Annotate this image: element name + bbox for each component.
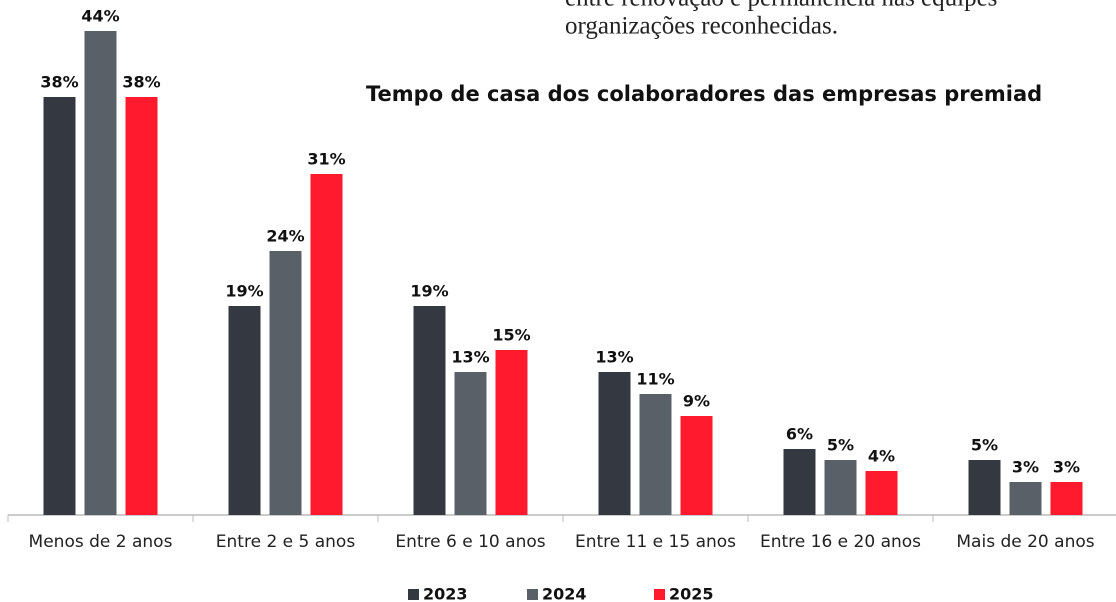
value-label: 24% bbox=[266, 227, 304, 246]
chart-title: Tempo de casa dos colaboradores das empr… bbox=[366, 82, 1042, 106]
legend-swatch bbox=[654, 589, 665, 600]
legend-swatch bbox=[408, 589, 419, 600]
x-tick-label: Entre 16 e 20 anos bbox=[760, 532, 921, 552]
value-label: 15% bbox=[492, 326, 530, 345]
x-tick-label: Entre 11 e 15 anos bbox=[575, 532, 736, 552]
value-label: 31% bbox=[307, 150, 345, 169]
bar bbox=[454, 372, 487, 515]
body-text: organizações reconhecidas. bbox=[565, 13, 838, 40]
value-label: 19% bbox=[225, 282, 263, 301]
value-label: 9% bbox=[683, 392, 710, 411]
bar bbox=[125, 97, 158, 515]
value-label: 38% bbox=[122, 73, 160, 92]
x-tick-label: Menos de 2 anos bbox=[29, 532, 173, 552]
value-label: 4% bbox=[868, 447, 895, 466]
bar bbox=[1050, 482, 1083, 515]
value-label: 44% bbox=[81, 7, 119, 26]
value-label: 13% bbox=[595, 348, 633, 367]
legend-label: 2023 bbox=[423, 585, 468, 602]
bar bbox=[968, 460, 1001, 515]
bar bbox=[865, 471, 898, 515]
value-label: 38% bbox=[40, 73, 78, 92]
bar bbox=[269, 251, 302, 515]
value-label: 19% bbox=[410, 282, 448, 301]
bar bbox=[783, 449, 816, 515]
bar bbox=[84, 31, 117, 515]
bar bbox=[228, 306, 261, 515]
value-label: 5% bbox=[827, 436, 854, 455]
bar bbox=[598, 372, 631, 515]
bar bbox=[43, 97, 76, 515]
legend-label: 2024 bbox=[542, 585, 587, 602]
value-label: 6% bbox=[786, 425, 813, 444]
body-text: entre renovação e permanência nas equipe… bbox=[565, 0, 997, 12]
legend-swatch bbox=[527, 589, 538, 600]
bar bbox=[495, 350, 528, 515]
value-label: 3% bbox=[1012, 458, 1039, 477]
bar bbox=[310, 174, 343, 515]
x-tick-label: Entre 2 e 5 anos bbox=[216, 532, 356, 552]
x-tick-label: Mais de 20 anos bbox=[956, 532, 1094, 552]
value-label: 3% bbox=[1053, 458, 1080, 477]
value-label: 11% bbox=[636, 370, 674, 389]
value-label: 13% bbox=[451, 348, 489, 367]
value-label: 5% bbox=[971, 436, 998, 455]
bar bbox=[824, 460, 857, 515]
legend-label: 2025 bbox=[669, 585, 714, 602]
bar bbox=[680, 416, 713, 515]
x-tick-label: Entre 6 e 10 anos bbox=[395, 532, 545, 552]
bar bbox=[1009, 482, 1042, 515]
bar bbox=[639, 394, 672, 515]
bar bbox=[413, 306, 446, 515]
